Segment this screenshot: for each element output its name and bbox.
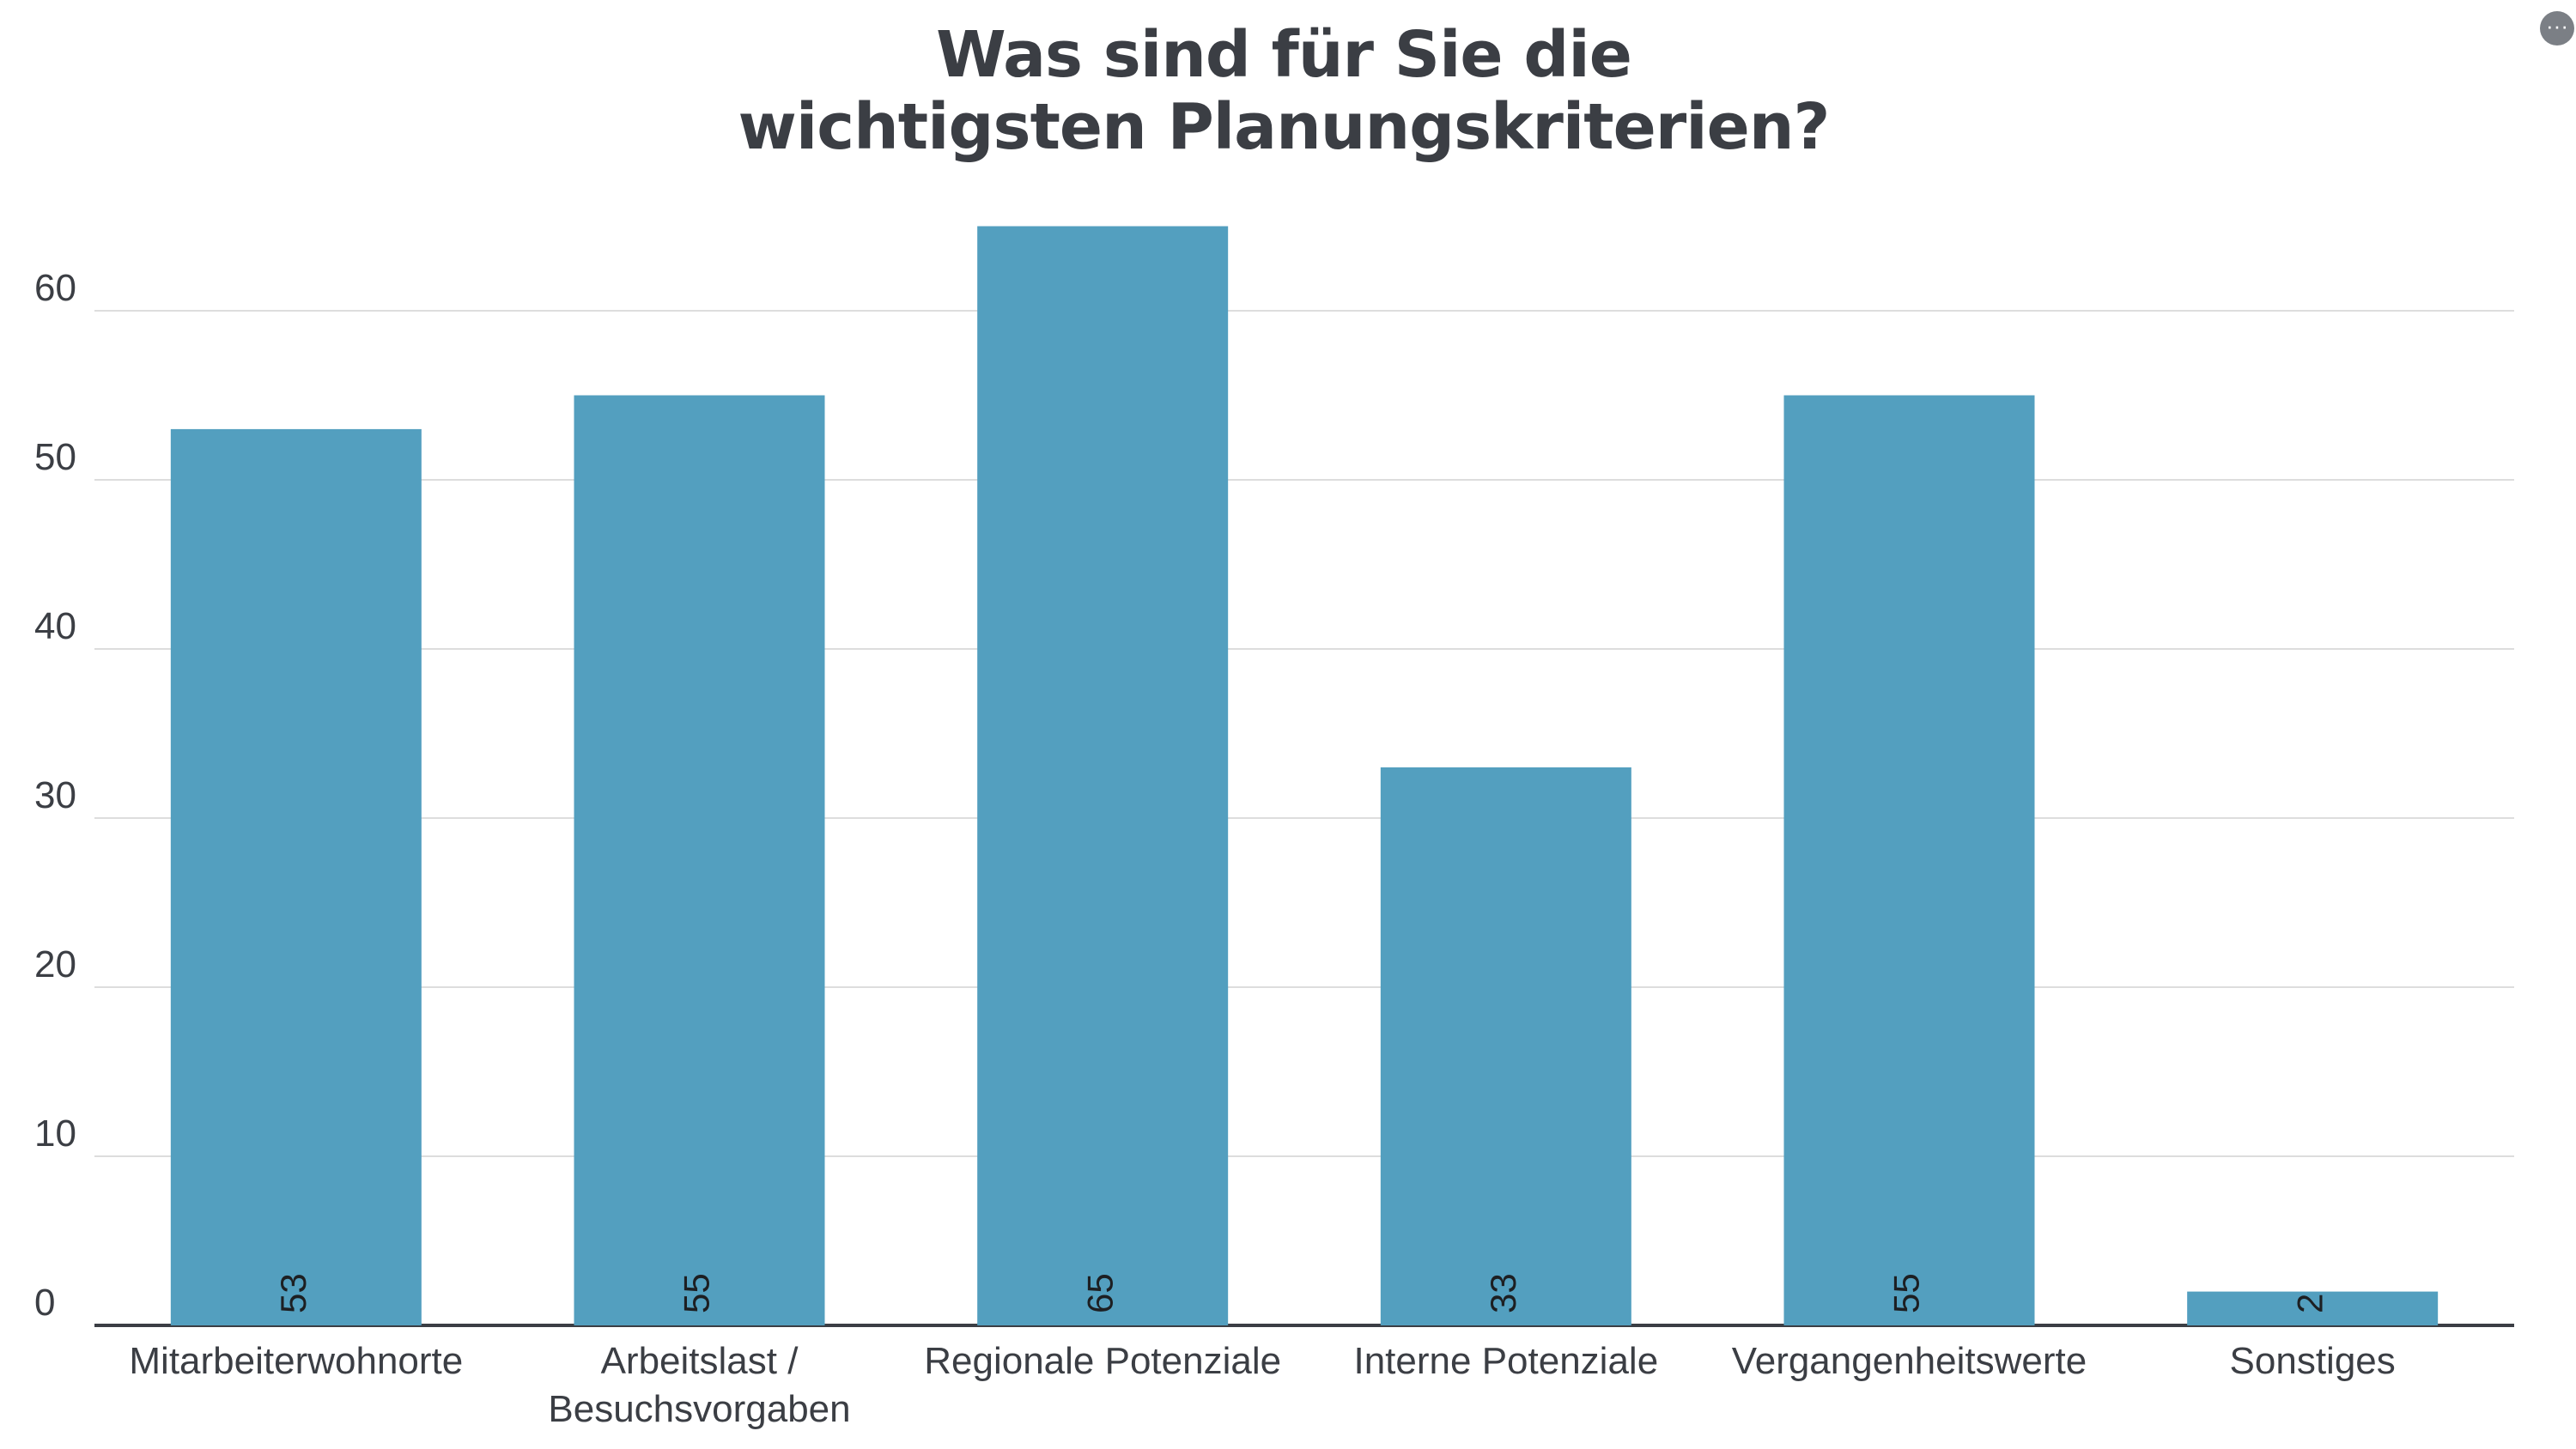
labels: 0 10 20 30 40 50 60 53 Mitarbeiterwohnorte 55 Arbe… [34,267,2396,1430]
y-tick-label: 40 [34,605,76,647]
bar [1380,767,1631,1325]
bar [2187,1291,2439,1325]
data-label: 65 [1079,1273,1120,1313]
x-tick-label: Besuchsvorgaben [548,1388,850,1430]
bars [170,226,2439,1325]
bar [170,428,422,1325]
data-label: 55 [677,1273,717,1313]
data-label: 33 [1483,1273,1523,1313]
x-tick-label: Vergangenheitswerte [1732,1340,2087,1382]
y-tick-label: 10 [34,1113,76,1155]
gridlines [94,310,2514,1327]
ellipsis-icon[interactable]: ··· [2540,11,2574,45]
chart-title-line-2: wichtigsten Planungskriterien? [738,90,1831,164]
x-tick-label: Mitarbeiterwohnorte [129,1340,463,1382]
y-tick-label: 0 [34,1282,55,1324]
data-label: 55 [1886,1273,1927,1313]
y-tick-label: 50 [34,436,76,478]
x-tick-label: Arbeitslast / [601,1340,799,1382]
bar [574,395,825,1325]
chart-title-line-1: Was sind für Sie die [936,18,1632,92]
y-tick-label: 20 [34,943,76,985]
chart-title: Was sind für Sie die wichtigsten Planung… [0,19,2567,163]
bar [1783,395,2035,1325]
x-tick-label: Sonstiges [2230,1340,2396,1382]
y-tick-label: 30 [34,774,76,816]
x-tick-label: Regionale Potenziale [924,1340,1281,1382]
data-label: 53 [273,1273,313,1313]
data-label: 2 [2289,1294,2330,1313]
y-tick-label: 60 [34,267,76,309]
bar [977,226,1229,1325]
x-tick-label: Interne Potenziale [1353,1340,1658,1382]
